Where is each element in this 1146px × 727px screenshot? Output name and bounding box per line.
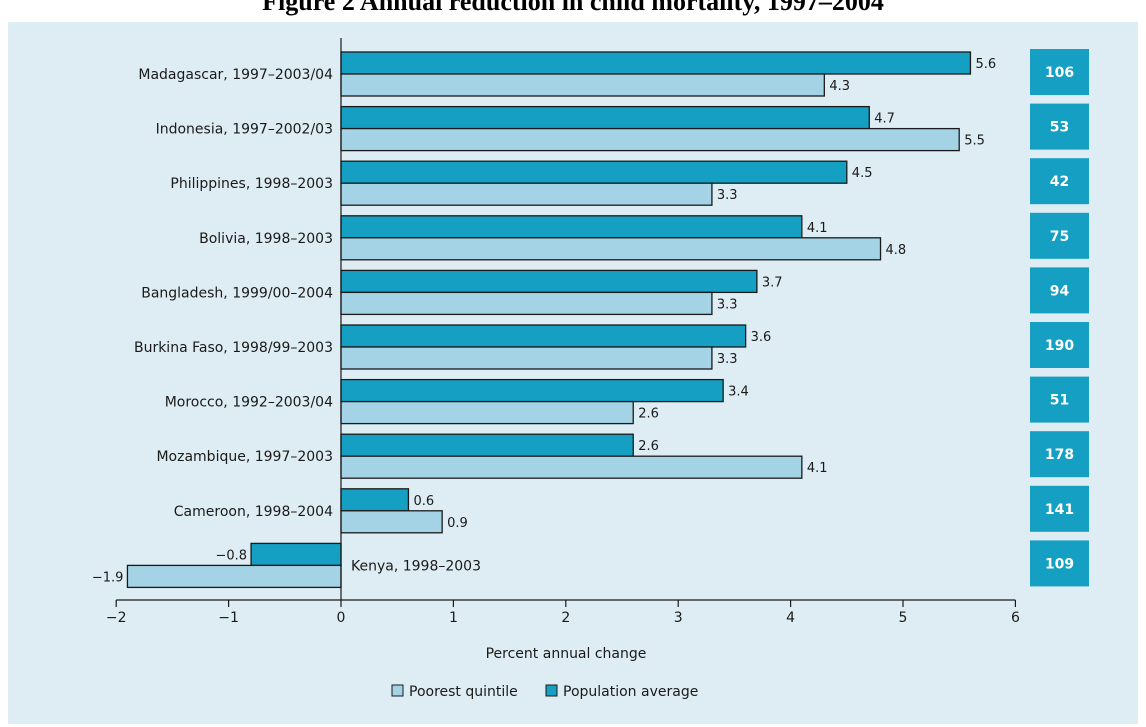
side-value-badge: [1030, 267, 1089, 314]
bar-poorest-quintile: [340, 455, 803, 479]
bar-population-average: [340, 269, 758, 294]
side-value-badge: [1030, 376, 1089, 423]
bar-poorest-quintile: [340, 237, 882, 261]
side-value-label: 42: [1050, 174, 1069, 190]
side-value-label: 51: [1050, 393, 1069, 409]
side-value-badge: [1030, 322, 1089, 368]
category-label: Madagascar, 1997–2003/04: [138, 67, 333, 83]
x-axis: −2 −1 0 1 2 3 4 5 6 Percent annual change: [106, 38, 1020, 662]
value-label: 5.5: [964, 134, 985, 149]
category-label: Philippines, 1998–2003: [170, 176, 333, 192]
bar-poorest-quintile: [340, 346, 713, 370]
x-tick-label: 3: [674, 610, 683, 626]
bar-poorest-quintile: [340, 73, 825, 97]
value-label: 4.1: [807, 461, 828, 476]
side-value-badge: [1030, 212, 1089, 259]
side-value-label: 106: [1045, 65, 1074, 81]
x-tick-label: 1: [449, 610, 458, 626]
value-label: 3.3: [717, 188, 738, 203]
bar-poorest-quintile: [340, 291, 713, 316]
side-value-label: 53: [1050, 120, 1069, 136]
bar-poorest-quintile: [126, 564, 342, 589]
side-value-label: 75: [1050, 229, 1069, 245]
category-label: Burkina Faso, 1998/99–2003: [134, 340, 333, 356]
category-label: Cameroon, 1998–2004: [174, 504, 333, 520]
category-label: Mozambique, 1997–2003: [156, 449, 333, 465]
bar-poorest-quintile: [340, 510, 443, 534]
bar-population-average: [250, 542, 342, 567]
legend-label-poorest-quintile: Poorest quintile: [409, 684, 518, 700]
value-label: 4.8: [886, 243, 907, 258]
value-label: 3.3: [717, 297, 738, 312]
bar-poorest-quintile: [340, 182, 713, 206]
bar-population-average: [340, 51, 972, 75]
x-tick-label: 4: [786, 610, 795, 626]
value-label: −0.8: [216, 548, 248, 563]
value-label: 3.4: [728, 385, 749, 400]
bar-population-average: [340, 378, 724, 403]
side-badges: 106 53 42 75 94 190 51 178 141 109: [1030, 49, 1089, 587]
value-label: 2.6: [638, 407, 659, 422]
value-label: 0.9: [447, 516, 468, 531]
value-label: 5.6: [975, 57, 996, 72]
side-value-badge: [1030, 485, 1089, 532]
category-labels: Madagascar, 1997–2003/04 Indonesia, 1997–…: [134, 67, 481, 574]
value-label: 4.3: [829, 79, 850, 94]
side-value-badge: [1030, 103, 1089, 150]
x-tick-label: 5: [899, 610, 908, 626]
side-value-badge: [1030, 540, 1089, 587]
bar-population-average: [340, 160, 848, 184]
side-value-label: 94: [1050, 283, 1070, 299]
bar-poorest-quintile: [340, 127, 960, 152]
x-tick-label: 0: [337, 610, 346, 626]
value-label: 3.3: [717, 352, 738, 367]
value-label: −1.9: [92, 570, 124, 585]
category-label: Indonesia, 1997–2002/03: [156, 122, 333, 138]
x-tick-label: 6: [1011, 610, 1020, 626]
x-axis-title: Percent annual change: [486, 646, 647, 662]
legend-swatch-population-average: [545, 684, 558, 697]
value-label: 4.7: [874, 112, 895, 127]
x-tick-label: −2: [106, 610, 127, 626]
side-value-label: 190: [1045, 338, 1074, 354]
value-label: 2.6: [638, 439, 659, 454]
category-label: Bangladesh, 1999/00–2004: [141, 285, 333, 301]
category-label: Kenya, 1998–2003: [351, 558, 481, 574]
bar-poorest-quintile: [340, 400, 634, 425]
side-value-badge: [1030, 431, 1089, 478]
value-label: 3.7: [762, 275, 783, 290]
legend-label-population-average: Population average: [563, 684, 698, 700]
side-value-label: 141: [1045, 502, 1074, 518]
x-tick-label: 2: [561, 610, 570, 626]
bar-population-average: [340, 215, 803, 239]
bar-population-average: [340, 324, 747, 348]
value-label: 0.6: [413, 494, 434, 509]
side-value-badge: [1030, 49, 1089, 95]
bar-population-average: [340, 488, 410, 512]
bar-population-average: [340, 105, 870, 130]
value-labels: 5.6 4.3 4.7 5.5 4.5 3.3 4.1 4.8 3.7 3.3 3.6 3.3 3.4 2…: [92, 57, 996, 585]
side-value-label: 178: [1045, 447, 1074, 463]
x-tick-label: −1: [218, 610, 239, 626]
side-value-label: 109: [1045, 556, 1074, 572]
bars-layer: [126, 51, 972, 589]
category-label: Bolivia, 1998–2003: [199, 231, 333, 247]
chart-title: Figure 2 Annual reduction in child morta…: [262, 0, 884, 16]
category-label: Morocco, 1992–2003/04: [165, 395, 333, 411]
bar-population-average: [340, 433, 634, 457]
side-value-badge: [1030, 158, 1089, 205]
value-label: 3.6: [751, 330, 772, 345]
legend: Poorest quintile Population average: [391, 684, 698, 700]
value-label: 4.5: [852, 166, 873, 181]
legend-swatch-poorest-quintile: [391, 684, 404, 697]
value-label: 4.1: [807, 221, 828, 236]
